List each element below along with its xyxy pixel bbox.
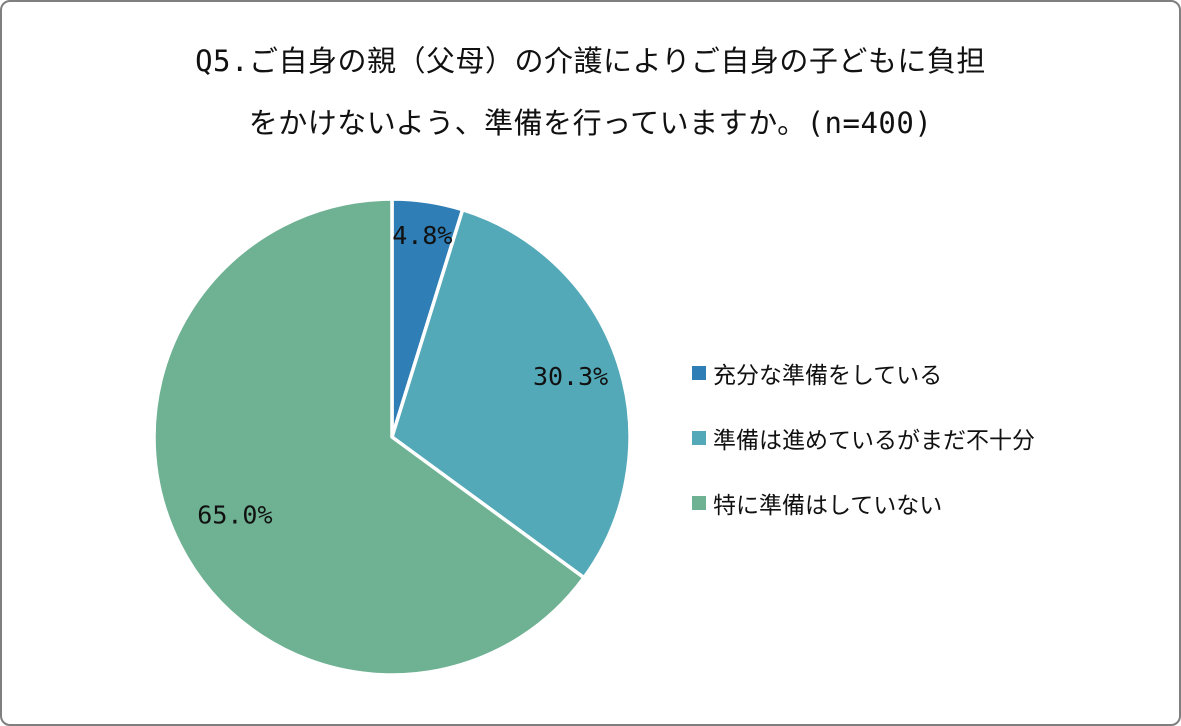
chart-title-line-1: Q5.ご自身の親（父母）の介護によりご自身の子どもに負担 [195, 44, 986, 78]
pie-slice-2 [152, 197, 586, 677]
legend-label: 準備は進めているがまだ不十分 [713, 428, 1035, 454]
legend: 充分な準備をしている 準備は進めているがまだ不十分 特に準備はしていない [692, 358, 1035, 553]
legend-label: 特に準備はしていない [713, 493, 943, 519]
pie-data-label-0: 4.8% [392, 221, 452, 250]
pie-chart: 4.8% 30.3% 65.0% [152, 197, 632, 677]
legend-item: 特に準備はしていない [692, 488, 1035, 519]
pie-slice-1 [390, 207, 632, 580]
pie-data-label-1: 30.3% [533, 362, 608, 391]
legend-label: 充分な準備をしている [713, 363, 943, 389]
pie-chart-area: 4.8% 30.3% 65.0% [150, 195, 634, 679]
chart-title-line-2: をかけないよう、準備を行っていますか。(n=400) [248, 106, 933, 140]
legend-swatch [692, 431, 706, 445]
legend-item: 充分な準備をしている [692, 358, 1035, 389]
legend-swatch [692, 496, 706, 510]
pie-data-label-2: 65.0% [197, 501, 272, 530]
chart-title: Q5.ご自身の親（父母）の介護によりご自身の子どもに負担 をかけないよう、準備を… [2, 30, 1179, 154]
legend-item: 準備は進めているがまだ不十分 [692, 423, 1035, 454]
legend-swatch [692, 366, 706, 380]
